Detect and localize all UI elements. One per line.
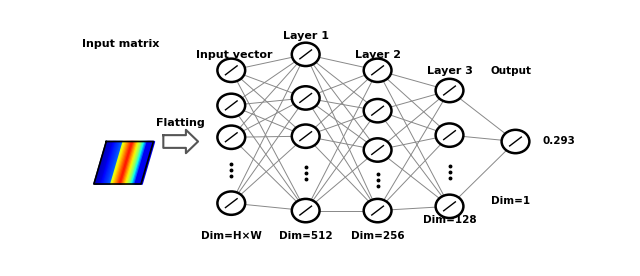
Text: Dim=512: Dim=512 [279, 231, 333, 242]
Polygon shape [102, 142, 116, 184]
Text: Layer 3: Layer 3 [427, 66, 472, 76]
Polygon shape [109, 142, 123, 184]
Polygon shape [124, 142, 138, 184]
Ellipse shape [436, 79, 463, 102]
Ellipse shape [364, 138, 392, 162]
Polygon shape [132, 142, 146, 184]
Polygon shape [140, 142, 154, 184]
Text: Layer 1: Layer 1 [283, 31, 329, 41]
Polygon shape [104, 142, 117, 184]
Polygon shape [139, 142, 152, 184]
Text: Output: Output [490, 66, 531, 76]
Text: Layer 2: Layer 2 [355, 50, 401, 60]
Polygon shape [94, 142, 108, 184]
Ellipse shape [218, 126, 245, 149]
Polygon shape [116, 142, 129, 184]
Text: Dim=128: Dim=128 [422, 216, 476, 225]
Polygon shape [141, 142, 155, 184]
Ellipse shape [502, 130, 529, 153]
Ellipse shape [292, 199, 319, 222]
Ellipse shape [292, 124, 319, 148]
Text: Input vector: Input vector [195, 50, 272, 60]
Polygon shape [136, 142, 150, 184]
Polygon shape [99, 142, 112, 184]
Text: Dim=1: Dim=1 [491, 196, 530, 206]
Ellipse shape [218, 192, 245, 215]
Polygon shape [129, 142, 143, 184]
Polygon shape [112, 142, 125, 184]
Text: Dim=H×W: Dim=H×W [201, 231, 262, 242]
Ellipse shape [364, 99, 392, 122]
Polygon shape [95, 142, 109, 184]
Text: Dim=256: Dim=256 [351, 231, 404, 242]
Ellipse shape [292, 43, 319, 66]
Polygon shape [101, 142, 115, 184]
Polygon shape [108, 142, 122, 184]
Polygon shape [96, 142, 110, 184]
Polygon shape [125, 142, 139, 184]
Polygon shape [127, 142, 140, 184]
Text: Flatting: Flatting [156, 118, 205, 128]
Polygon shape [135, 142, 148, 184]
Polygon shape [113, 142, 127, 184]
Polygon shape [120, 142, 134, 184]
Ellipse shape [436, 123, 463, 147]
Ellipse shape [364, 199, 392, 222]
Polygon shape [138, 142, 151, 184]
Polygon shape [115, 142, 128, 184]
Polygon shape [111, 142, 124, 184]
Text: 0.293: 0.293 [542, 136, 575, 146]
Polygon shape [106, 142, 120, 184]
Ellipse shape [218, 59, 245, 82]
Polygon shape [97, 142, 111, 184]
Polygon shape [105, 142, 118, 184]
Polygon shape [107, 142, 121, 184]
Polygon shape [134, 142, 147, 184]
Polygon shape [163, 130, 198, 153]
Ellipse shape [436, 195, 463, 218]
Text: Input matrix: Input matrix [83, 39, 160, 49]
Polygon shape [131, 142, 145, 184]
Polygon shape [119, 142, 133, 184]
Ellipse shape [218, 94, 245, 117]
Ellipse shape [292, 86, 319, 110]
Polygon shape [122, 142, 135, 184]
Polygon shape [130, 142, 144, 184]
Ellipse shape [364, 59, 392, 82]
Polygon shape [117, 142, 131, 184]
Polygon shape [118, 142, 132, 184]
Polygon shape [123, 142, 136, 184]
Polygon shape [100, 142, 113, 184]
Polygon shape [128, 142, 141, 184]
